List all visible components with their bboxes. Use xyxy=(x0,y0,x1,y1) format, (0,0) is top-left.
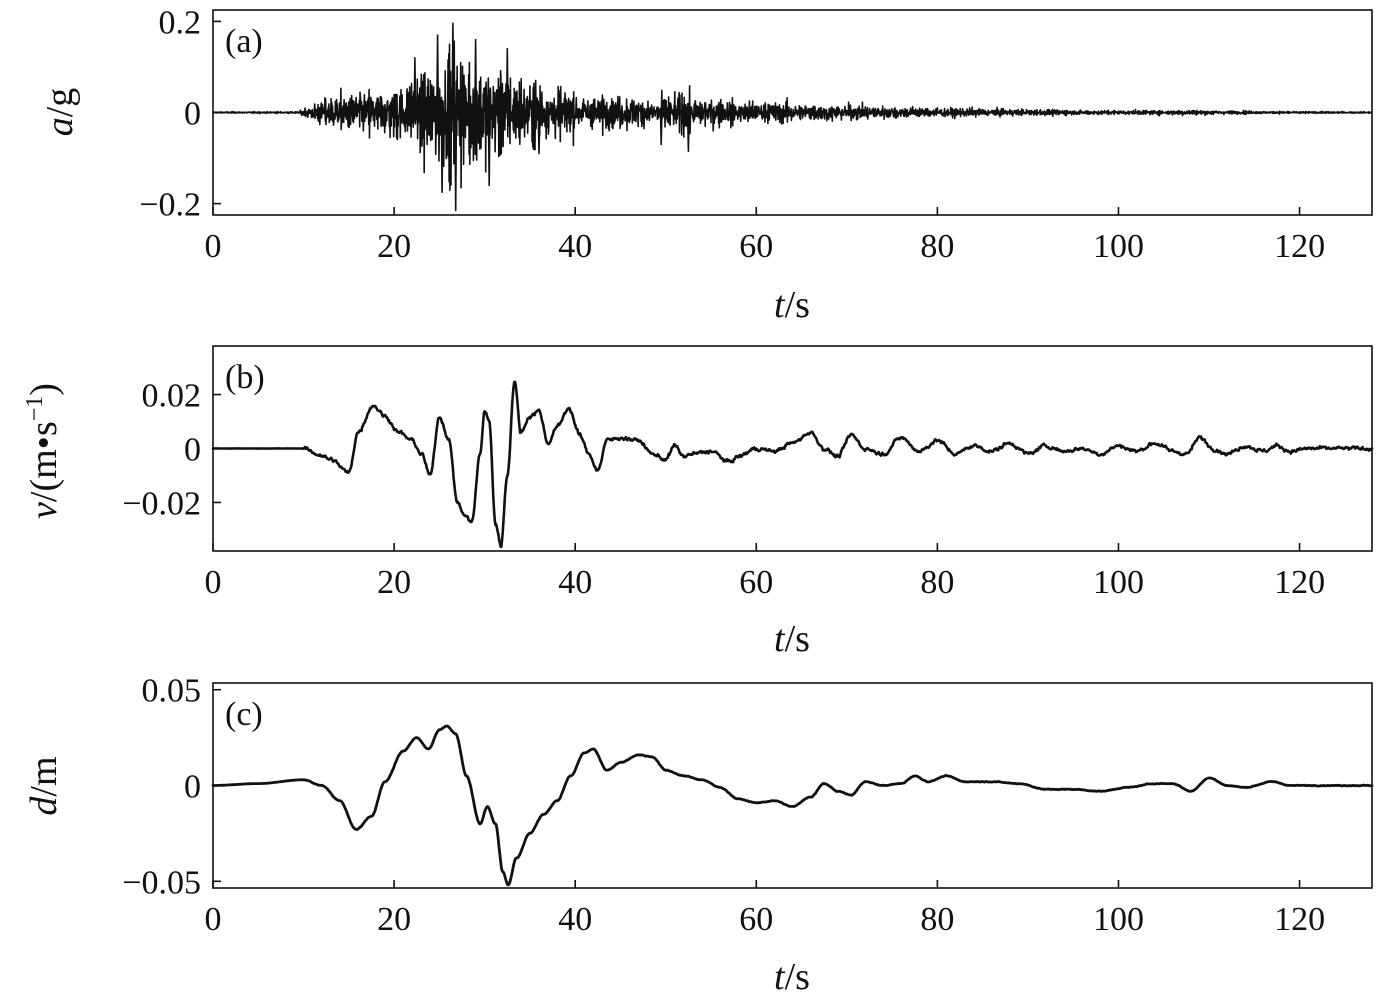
x-tick-label: 120 xyxy=(1274,228,1325,265)
x-tick-label: 120 xyxy=(1274,564,1325,601)
plot-frame xyxy=(212,345,1373,552)
x-tick-label: 100 xyxy=(1093,564,1144,601)
y-tick-label: −0.2 xyxy=(139,187,201,224)
x-tick-label: 60 xyxy=(739,228,773,265)
velocity-trace xyxy=(211,380,1374,549)
acceleration-trace xyxy=(212,22,1373,212)
x-axis-label: t/s xyxy=(774,956,810,998)
y-tick-label: 0.2 xyxy=(159,4,202,41)
x-tick-label: 0 xyxy=(205,901,222,938)
y-tick-label: −0.02 xyxy=(122,485,201,522)
x-ticks: 0 20 40 60 80 100 120 xyxy=(205,207,1325,265)
x-axis-label: t/s xyxy=(774,284,810,326)
x-tick-label: 20 xyxy=(377,564,411,601)
panel-label: (a) xyxy=(225,23,263,60)
y-ticks: −0.2 0 0.2 xyxy=(139,4,221,224)
x-tick-label: 100 xyxy=(1093,901,1144,938)
x-ticks: 0 20 40 60 80 100 120 xyxy=(205,880,1325,938)
y-tick-label: 0.02 xyxy=(142,378,202,415)
x-tick-label: 120 xyxy=(1274,901,1325,938)
x-tick-label: 80 xyxy=(920,901,954,938)
y-tick-label: −0.05 xyxy=(122,864,201,901)
y-ticks: −0.02 0 0.02 xyxy=(122,378,221,522)
panel-label: (b) xyxy=(225,359,265,396)
x-tick-label: 40 xyxy=(558,901,592,938)
x-tick-label: 60 xyxy=(739,564,773,601)
x-axis-label: t/s xyxy=(774,618,810,660)
panel-b: 0 20 40 60 80 100 120 −0.02 0 0.02 (b) v/(m•s−1)… xyxy=(22,345,1374,660)
x-tick-label: 0 xyxy=(205,564,222,601)
x-tick-label: 80 xyxy=(920,228,954,265)
x-tick-label: 40 xyxy=(558,228,592,265)
y-tick-label: 0 xyxy=(184,769,201,806)
y-tick-label: 0 xyxy=(184,96,201,133)
x-tick-label: 60 xyxy=(739,901,773,938)
y-axis-label: v/(m•s−1) xyxy=(22,383,65,519)
y-tick-label: 0.05 xyxy=(142,673,202,710)
displacement-trace xyxy=(211,724,1374,887)
x-tick-label: 20 xyxy=(377,901,411,938)
x-tick-label: 0 xyxy=(205,228,222,265)
x-tick-label: 40 xyxy=(558,564,592,601)
x-ticks: 0 20 40 60 80 100 120 xyxy=(205,543,1325,601)
y-tick-label: 0 xyxy=(184,432,201,469)
y-ticks: −0.05 0 0.05 xyxy=(122,673,221,901)
x-tick-label: 100 xyxy=(1093,228,1144,265)
panel-label: (c) xyxy=(225,696,263,733)
y-axis-label: a/g xyxy=(39,88,81,137)
y-axis-label: d/m xyxy=(23,756,65,815)
panel-a: 0 20 40 60 80 100 120 −0.200.2 (a) a/g t/s xyxy=(39,4,1373,326)
x-tick-label: 80 xyxy=(920,564,954,601)
x-tick-label: 20 xyxy=(377,228,411,265)
